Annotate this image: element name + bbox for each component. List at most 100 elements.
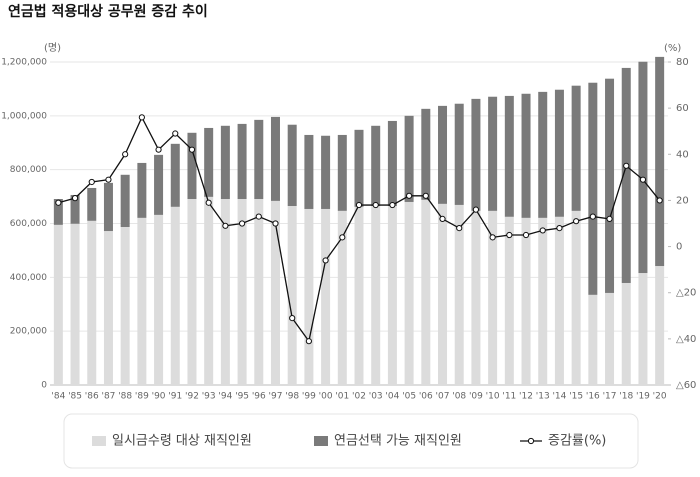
bar-segment xyxy=(438,203,448,385)
bar-segment xyxy=(154,154,164,215)
bar-segment xyxy=(404,201,414,385)
x-tick-label: '14 xyxy=(552,392,566,402)
x-tick-label: '17 xyxy=(603,392,617,402)
x-tick-label: '13 xyxy=(536,392,550,402)
bar-segment xyxy=(471,98,481,211)
y-tick-label: 200,000 xyxy=(10,327,47,337)
bar-segment xyxy=(170,143,180,207)
bar-segment xyxy=(237,199,247,385)
line-marker xyxy=(456,225,463,232)
y-tick-label: 800,000 xyxy=(10,165,47,175)
line-marker xyxy=(589,213,596,220)
bar-segment xyxy=(337,134,347,211)
x-tick-label: '08 xyxy=(452,392,466,402)
line-marker xyxy=(656,197,663,204)
legend-box xyxy=(63,413,639,469)
bar-segment xyxy=(655,56,665,267)
line-marker xyxy=(339,234,346,241)
bar-segment xyxy=(354,206,364,385)
line-marker xyxy=(489,234,496,241)
y-tick-label: 1,200,000 xyxy=(1,58,47,68)
bar-segment xyxy=(571,210,581,385)
bar-segment xyxy=(387,120,397,207)
bar-segment xyxy=(387,206,397,385)
x-tick-label: '10 xyxy=(486,392,500,402)
line-marker xyxy=(71,195,79,202)
bar-segment xyxy=(287,206,297,385)
x-tick-label: '02 xyxy=(352,392,366,402)
bar-segment xyxy=(471,210,481,385)
bar-segment xyxy=(204,127,214,197)
bar-segment xyxy=(87,187,97,221)
line-marker xyxy=(155,146,162,153)
line-marker xyxy=(506,231,513,239)
bar-segment xyxy=(354,129,364,207)
line-marker xyxy=(172,130,179,137)
bar-segment xyxy=(254,199,264,385)
bar-segment xyxy=(421,108,431,200)
y2-tick-label: 20 xyxy=(676,195,689,206)
bar-segment xyxy=(337,210,347,385)
legend-swatch xyxy=(314,436,328,446)
x-tick-label: '20 xyxy=(653,392,667,402)
x-tick-label: '89 xyxy=(135,392,149,402)
x-tick-label: '88 xyxy=(118,392,132,402)
y2-tick-label: △40 xyxy=(676,334,696,345)
x-tick-label: '92 xyxy=(185,392,199,402)
line-marker xyxy=(372,201,379,209)
line-marker xyxy=(322,257,329,264)
line-marker xyxy=(222,222,229,229)
x-tick-label: '97 xyxy=(269,392,283,402)
line-marker xyxy=(238,220,246,227)
x-tick-label: '09 xyxy=(469,392,483,402)
y-axis-unit: (명) xyxy=(44,42,61,54)
line-marker xyxy=(606,215,613,222)
bar-segment xyxy=(521,217,531,385)
bar-segment xyxy=(571,85,581,211)
y2-tick-label: 80 xyxy=(676,57,689,68)
bar-segment xyxy=(638,273,648,385)
bar-segment xyxy=(270,116,280,201)
bar-segment xyxy=(438,105,448,204)
bar-segment xyxy=(605,78,615,293)
line-marker xyxy=(522,231,530,239)
x-tick-label: '00 xyxy=(319,392,333,402)
x-tick-label: '07 xyxy=(436,392,450,402)
bar-segment xyxy=(53,199,63,225)
bar-segment xyxy=(488,210,498,385)
legend-label: 연금선택 가능 재직인원 xyxy=(334,434,462,449)
legend-label: 일시금수령 대상 재직인원 xyxy=(112,434,252,449)
bar-segment xyxy=(53,224,63,385)
bar-segment xyxy=(304,208,314,385)
x-tick-label: '90 xyxy=(152,392,166,402)
line-marker xyxy=(422,192,429,199)
bar-segment xyxy=(504,216,514,385)
x-tick-label: '05 xyxy=(402,392,416,402)
x-tick-label: '03 xyxy=(369,392,383,402)
bar-segment xyxy=(404,115,414,202)
line-marker xyxy=(255,213,262,220)
line-marker xyxy=(389,201,396,209)
x-tick-label: '84 xyxy=(51,392,65,402)
legend-swatch xyxy=(92,436,106,446)
x-tick-label: '04 xyxy=(385,392,399,402)
bar-segment xyxy=(454,204,464,385)
line-marker xyxy=(88,178,95,186)
bar-segment xyxy=(605,292,615,385)
y-tick-label: 400,000 xyxy=(10,273,47,283)
bar-segment xyxy=(270,200,280,385)
line-marker xyxy=(122,151,129,158)
x-tick-label: '91 xyxy=(168,392,182,402)
bar-segment xyxy=(504,95,514,217)
line-marker xyxy=(406,192,413,199)
x-tick-label: '15 xyxy=(569,392,583,402)
x-tick-label: '85 xyxy=(68,392,82,402)
bar-segment xyxy=(187,132,197,200)
line-marker xyxy=(138,114,145,121)
bar-segment xyxy=(488,96,498,211)
bar-segment xyxy=(220,199,230,385)
y2-tick-label: 60 xyxy=(676,103,689,114)
legend-marker xyxy=(527,437,535,445)
line-marker xyxy=(623,162,630,169)
x-tick-label: '18 xyxy=(619,392,633,402)
